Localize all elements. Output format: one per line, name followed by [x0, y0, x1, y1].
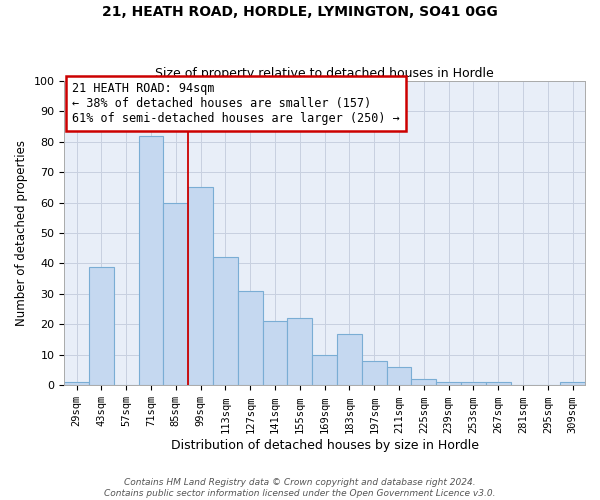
Bar [362, 361, 386, 386]
Text: 21 HEATH ROAD: 94sqm
← 38% of detached houses are smaller (157)
61% of semi-deta: 21 HEATH ROAD: 94sqm ← 38% of detached h… [72, 82, 400, 125]
Bar [213, 258, 238, 386]
Bar [461, 382, 486, 386]
Bar [337, 334, 362, 386]
Bar [188, 188, 213, 386]
Bar [312, 355, 337, 386]
Y-axis label: Number of detached properties: Number of detached properties [15, 140, 28, 326]
Text: Contains HM Land Registry data © Crown copyright and database right 2024.
Contai: Contains HM Land Registry data © Crown c… [104, 478, 496, 498]
Bar [163, 202, 188, 386]
X-axis label: Distribution of detached houses by size in Hordle: Distribution of detached houses by size … [170, 440, 479, 452]
Bar [263, 322, 287, 386]
Bar [89, 266, 114, 386]
Bar [287, 318, 312, 386]
Title: Size of property relative to detached houses in Hordle: Size of property relative to detached ho… [155, 66, 494, 80]
Bar [412, 379, 436, 386]
Bar [486, 382, 511, 386]
Bar [238, 291, 263, 386]
Bar [386, 367, 412, 386]
Bar [64, 382, 89, 386]
Bar [139, 136, 163, 386]
Bar [436, 382, 461, 386]
Bar [560, 382, 585, 386]
Text: 21, HEATH ROAD, HORDLE, LYMINGTON, SO41 0GG: 21, HEATH ROAD, HORDLE, LYMINGTON, SO41 … [102, 5, 498, 19]
